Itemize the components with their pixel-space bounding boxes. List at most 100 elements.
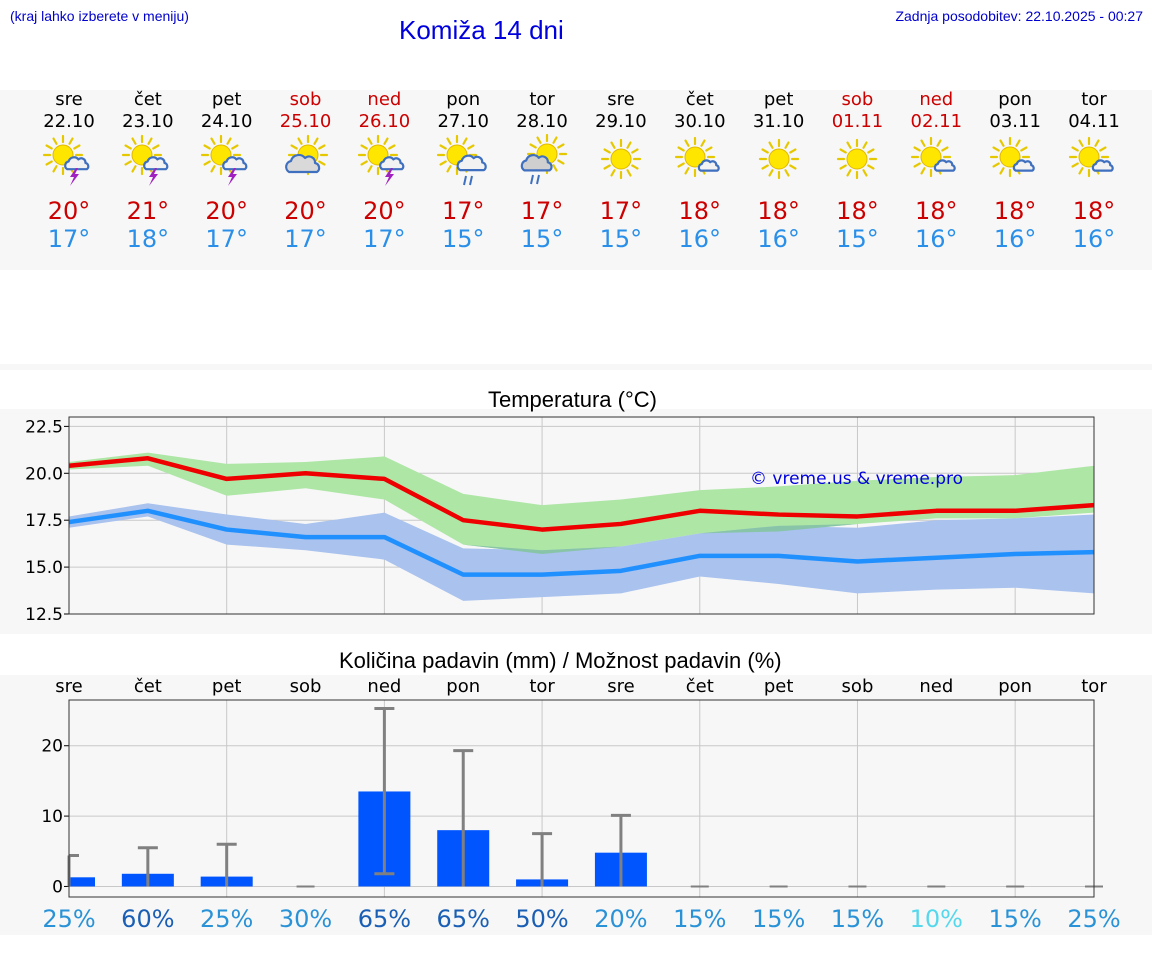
x-category-label: tor [529,676,555,697]
weather-icon [600,138,642,180]
day-date: 28.10 [516,111,568,132]
sun-small-cloud-icon [674,136,720,178]
min-temperature: 17° [47,225,91,253]
precipitation-probability: 25% [200,905,253,933]
y-tick-label: 17.5 [25,511,63,531]
max-temperature: 20° [284,197,327,225]
day-name: sob [289,89,322,110]
max-temperature-range [69,452,1094,554]
max-temperature: 18° [836,197,879,225]
x-category-label: pon [998,676,1032,697]
day-name: pon [998,89,1033,110]
sun-cloud-thunder-icon [42,134,90,186]
sun-behind-cloud-icon [284,134,328,176]
day-date: 31.10 [752,111,805,132]
weather-icon [674,136,720,178]
day-name: pet [763,89,794,110]
day-name: sre [607,89,635,110]
day-name: čet [133,89,162,110]
sun-icon [600,138,642,180]
precipitation-probability: 30% [279,905,332,933]
min-temperature: 16° [678,225,722,253]
day-date: 26.10 [358,111,411,132]
min-temperature: 15° [836,225,879,253]
sun-cloud-thunder-icon [121,134,169,186]
min-temperature: 16° [757,225,800,253]
weather-icon [1068,136,1114,178]
day-date: 25.10 [279,111,332,132]
precipitation-probability: 25% [42,905,95,933]
max-temperature: 17° [599,197,643,225]
x-category-label: čet [134,676,162,697]
day-date: 29.10 [595,111,647,132]
max-temperature-line [68,456,1095,532]
min-temperature: 16° [1072,225,1116,253]
day-name: pet [211,89,242,110]
x-category-label: pon [446,676,480,697]
y-tick-label: 0 [52,877,63,897]
precipitation-probability: 10% [910,905,963,933]
x-category-label: sob [842,676,874,697]
max-temperature: 18° [993,197,1037,225]
x-category-label: sre [55,676,82,697]
temperature-chart-title: Temperatura (°C) [488,387,657,412]
y-tick-label: 15.0 [25,558,63,578]
x-category-label: pet [212,676,242,697]
weather-icon [758,138,799,180]
precipitation-probability: 15% [988,905,1041,933]
sun-icon [758,138,799,180]
min-temperature: 15° [520,225,564,253]
x-category-label: ned [367,676,401,697]
sun-cloud-rain-icon [437,134,487,186]
precipitation-bar [69,877,95,887]
precipitation-plot-area [69,700,1094,897]
day-date: 30.10 [674,111,726,132]
day-date: 23.10 [122,111,174,132]
weather-icon [437,134,487,186]
y-tick-label: 12.5 [25,605,63,625]
weather-icon [520,133,568,185]
day-name: tor [529,89,555,110]
precipitation-probability: 15% [673,905,726,933]
max-temperature: 17° [441,197,485,225]
temperature-plot-frame [68,416,1095,615]
sun-cloud-thunder-icon [200,134,248,186]
max-temperature: 18° [915,197,958,225]
day-date: 22.10 [43,111,95,132]
precipitation-probability: 60% [121,905,174,933]
y-tick-label: 20 [41,737,63,757]
max-temperature: 18° [757,197,800,225]
precipitation-chart-title: Količina padavin (mm) / Možnost padavin … [339,648,782,673]
y-tick-label: 10 [41,807,63,827]
weather-icon [121,134,169,186]
precipitation-probability: 20% [594,905,647,933]
day-date: 02.11 [910,111,963,132]
min-temperature: 15° [441,225,485,253]
day-name: ned [919,89,954,110]
precipitation-probability: 65% [437,905,490,933]
last-update: Zadnja posodobitev: 22.10.2025 - 00:27 [895,8,1143,24]
weather-icon [200,134,248,186]
precipitation-probability: 65% [358,905,411,933]
weather-icon [42,134,90,186]
location-hint[interactable]: (kraj lahko izberete v meniju) [10,8,189,24]
x-category-label: pet [764,676,794,697]
page-title: Komiža 14 dni [399,15,564,45]
divider [0,364,1152,370]
precipitation-plot-frame [68,699,1095,898]
day-name: čet [685,89,714,110]
max-temperature: 18° [678,197,722,225]
min-temperature-line [68,508,1095,577]
sun-small-cloud-icon [1068,136,1114,178]
x-category-label: tor [1081,676,1107,697]
max-temperature: 21° [126,197,170,225]
precipitation-probability: 15% [752,905,805,933]
forecast-strip: sre 22.10 20° 17° čet 23.10 21° 18° pet 24.10 20° 1… [0,90,1152,270]
weather-icon [990,136,1035,178]
day-name: sre [55,89,83,110]
max-temperature: 20° [205,197,248,225]
min-temperature: 15° [599,225,643,253]
day-name: tor [1081,89,1107,110]
